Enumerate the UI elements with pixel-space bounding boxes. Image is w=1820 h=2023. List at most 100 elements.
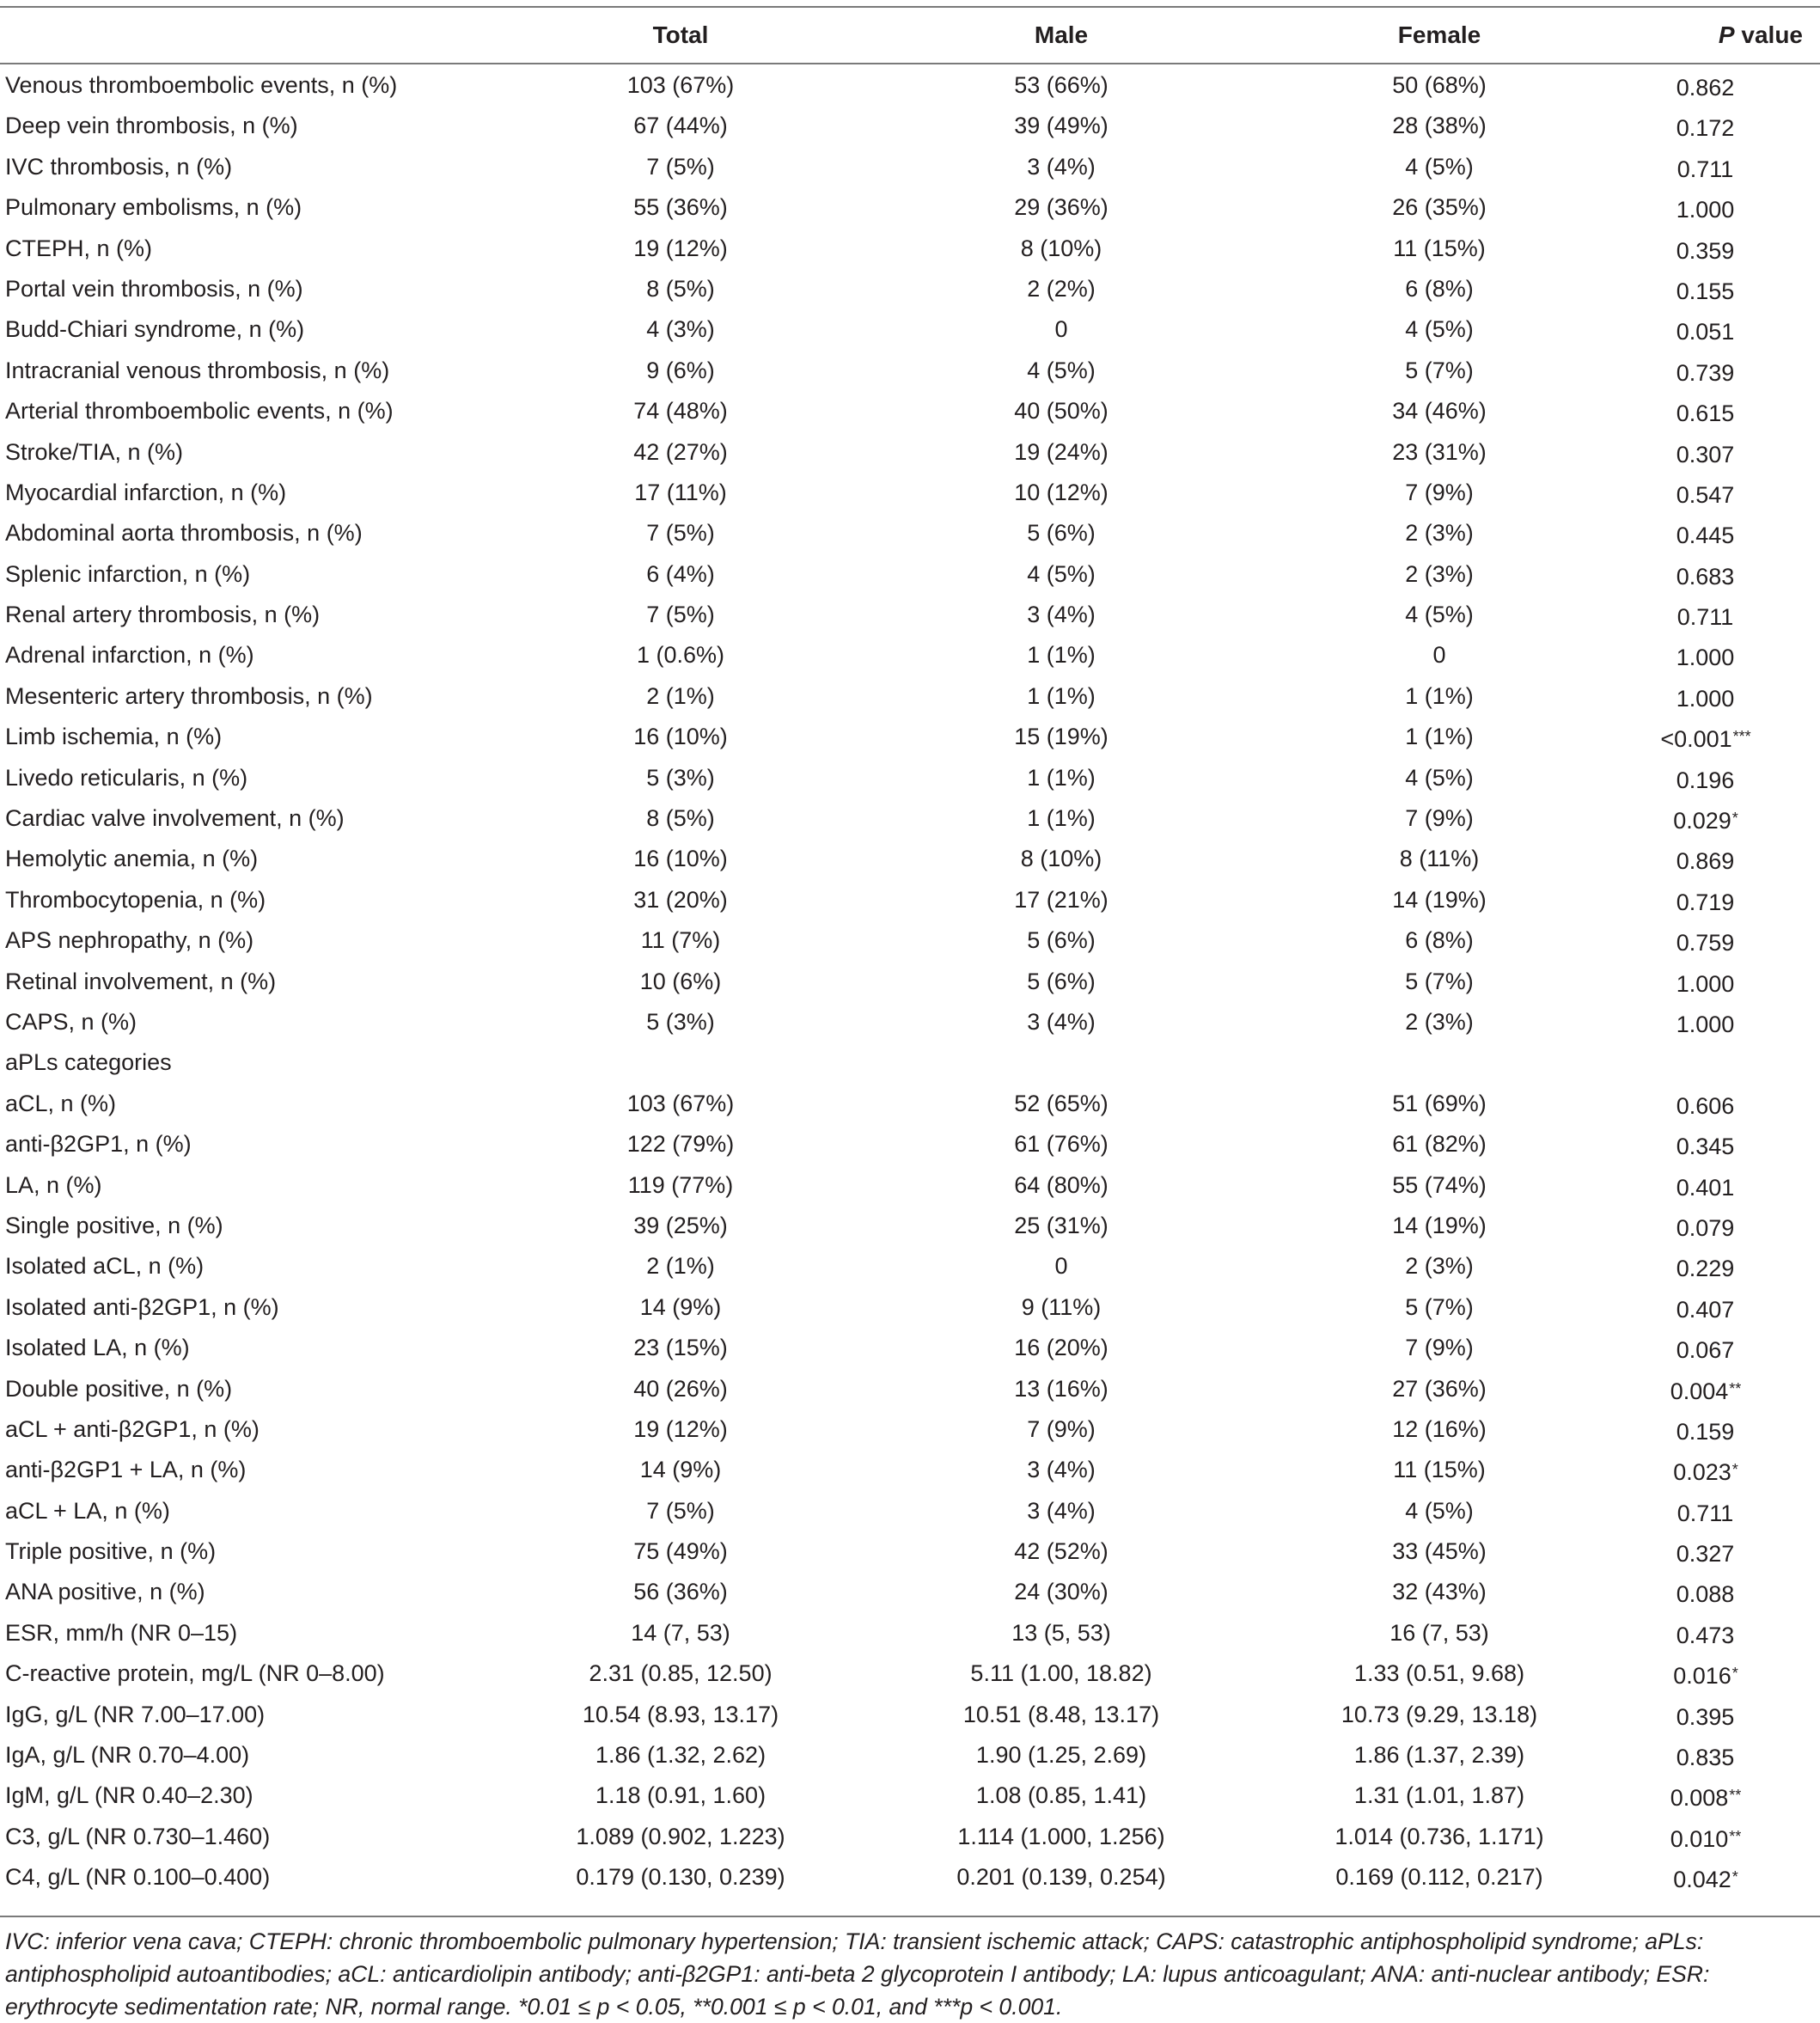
p-value-wrap: 0.862 — [1676, 65, 1736, 108]
cell-male: 3 (4%) — [1027, 1457, 1096, 1483]
table-bottom-rule — [0, 1916, 1820, 1917]
p-value-text: 0.008 — [1670, 1785, 1729, 1812]
p-value-wrap: 0.196 — [1676, 758, 1736, 801]
cell-male: 64 (80%) — [1014, 1171, 1108, 1198]
p-value-wrap: 0.445 — [1676, 513, 1736, 556]
cell-male: 39 (49%) — [1014, 113, 1108, 139]
p-value-text: 0.155 — [1676, 278, 1735, 304]
cell-p-value: 0.683 — [1615, 554, 1796, 595]
row-label: aCL, n (%) — [5, 1090, 117, 1116]
cell-total: 56 (36%) — [633, 1579, 728, 1605]
table-row: Splenic infarction, n (%) 6 (4%) 4 (5%) 2 (… — [0, 554, 1820, 595]
row-label: C3, g/L (NR 0.730–1.460) — [5, 1823, 271, 1849]
row-label: Isolated LA, n (%) — [5, 1335, 190, 1361]
row-label: Mesenteric artery thrombosis, n (%) — [5, 682, 373, 709]
cell-p-value: 0.869 — [1615, 839, 1796, 879]
table-row: Isolated aCL, n (%) 2 (1%) 0 2 (3%) 0.229 — [0, 1246, 1820, 1287]
header-p-rest: value — [1734, 21, 1803, 48]
p-value-wrap: 0.345 — [1676, 1124, 1736, 1167]
p-value-wrap: 1.000 — [1676, 635, 1736, 678]
cell-total: 2 (1%) — [646, 682, 715, 709]
cell-p-value: 0.862 — [1615, 65, 1796, 106]
cell-p-value: 0.079 — [1615, 1206, 1796, 1246]
row-label: anti-β2GP1, n (%) — [5, 1131, 192, 1158]
header-p-italic: P — [1718, 21, 1735, 48]
cell-female: 1.86 (1.37, 2.39) — [1353, 1742, 1525, 1769]
table-row: IgA, g/L (NR 0.70–4.00) 1.86 (1.32, 2.62)… — [0, 1735, 1820, 1775]
cell-female: 1 (1%) — [1405, 682, 1474, 709]
table-row: Arterial thromboembolic events, n (%) 74 … — [0, 391, 1820, 431]
cell-male: 42 (52%) — [1014, 1538, 1108, 1565]
cell-female: 11 (15%) — [1393, 235, 1486, 261]
row-label: Splenic infarction, n (%) — [5, 560, 251, 587]
row-label: Myocardial infarction, n (%) — [5, 479, 287, 505]
cell-total: 8 (5%) — [646, 805, 715, 832]
row-label: ESR, mm/h (NR 0–15) — [5, 1619, 238, 1646]
cell-male: 52 (65%) — [1014, 1090, 1108, 1116]
p-value-text: 0.327 — [1676, 1541, 1735, 1568]
row-label: IgG, g/L (NR 7.00–17.00) — [5, 1701, 266, 1727]
significance-marker: * — [1731, 810, 1738, 828]
cell-total: 5 (3%) — [646, 1008, 715, 1035]
p-value-wrap: 0.088 — [1676, 1572, 1736, 1615]
cell-p-value: 0.345 — [1615, 1124, 1796, 1164]
cell-female: 2 (3%) — [1405, 560, 1474, 587]
cell-female: 33 (45%) — [1392, 1538, 1487, 1565]
p-value-text: 1.000 — [1676, 197, 1735, 223]
p-value-text: 0.088 — [1676, 1581, 1735, 1608]
cell-total: 14 (9%) — [639, 1457, 722, 1483]
cell-male: 5.11 (1.00, 18.82) — [970, 1660, 1152, 1687]
table-row: IgM, g/L (NR 0.40–2.30) 1.18 (0.91, 1.60)… — [0, 1775, 1820, 1816]
row-label: aCL + anti-β2GP1, n (%) — [5, 1415, 260, 1442]
p-value-wrap: 0.051 — [1676, 309, 1736, 352]
table-row: aCL, n (%) 103 (67%) 52 (65%) 51 (69%) 0.606 — [0, 1084, 1820, 1124]
row-label: Limb ischemia, n (%) — [5, 724, 223, 750]
cell-p-value: 0.401 — [1615, 1165, 1796, 1206]
cell-male: 1 (1%) — [1027, 642, 1096, 669]
p-value-wrap: 0.407 — [1676, 1287, 1736, 1330]
p-value-text: 0.835 — [1676, 1745, 1735, 1771]
p-value-text: 0.711 — [1676, 604, 1734, 631]
p-value-text: 1.000 — [1676, 645, 1735, 671]
cell-female — [1267, 1042, 1611, 1083]
cell-total: 10 (6%) — [639, 968, 722, 994]
cell-p-value: 0.711 — [1615, 1491, 1796, 1531]
p-value-text: 0.711 — [1676, 1500, 1734, 1526]
cell-p-value: 0.004** — [1615, 1369, 1796, 1409]
cell-p-value: 0.172 — [1615, 106, 1796, 146]
row-label: Isolated aCL, n (%) — [5, 1253, 205, 1280]
cell-p-value: 0.606 — [1615, 1084, 1796, 1124]
row-label: Retinal involvement, n (%) — [5, 968, 277, 994]
cell-female: 0.169 (0.112, 0.217) — [1335, 1864, 1543, 1891]
p-value-text: 0.862 — [1676, 75, 1735, 101]
header-total: Total — [652, 21, 709, 48]
table-row: ESR, mm/h (NR 0–15) 14 (7, 53) 13 (5, 53) 1… — [0, 1613, 1820, 1653]
cell-total: 7 (5%) — [646, 153, 715, 180]
cell-total: 103 (67%) — [626, 72, 735, 98]
cell-male: 4 (5%) — [1027, 560, 1096, 587]
row-label: CTEPH, n (%) — [5, 235, 153, 261]
cell-female: 6 (8%) — [1405, 275, 1474, 302]
cell-p-value: 0.016* — [1615, 1653, 1796, 1694]
table-header-rule — [0, 63, 1820, 64]
row-label: Triple positive, n (%) — [5, 1538, 217, 1565]
p-value-text: 0.010 — [1670, 1825, 1729, 1852]
cell-p-value: 0.155 — [1615, 269, 1796, 309]
p-value-wrap: 0.172 — [1676, 106, 1736, 149]
p-value-wrap: 0.042* — [1673, 1857, 1738, 1900]
p-value-wrap: 1.000 — [1676, 1002, 1736, 1045]
cell-male: 61 (76%) — [1014, 1131, 1108, 1158]
header-male: Male — [1034, 21, 1089, 48]
cell-total: 14 (9%) — [639, 1293, 722, 1320]
table-row: Deep vein thrombosis, n (%) 67 (44%) 39 (4… — [0, 106, 1820, 146]
cell-p-value: 0.023* — [1615, 1450, 1796, 1490]
p-value-wrap: 0.739 — [1676, 351, 1736, 394]
significance-marker: * — [1731, 1868, 1738, 1886]
row-label: Intracranial venous thrombosis, n (%) — [5, 357, 390, 383]
cell-p-value: 0.067 — [1615, 1328, 1796, 1368]
p-value-text: 0.445 — [1676, 523, 1735, 549]
cell-total: 16 (10%) — [633, 846, 728, 872]
table-row: ANA positive, n (%) 56 (36%) 24 (30%) 32 (4… — [0, 1572, 1820, 1612]
cell-male: 5 (6%) — [1027, 968, 1096, 994]
p-value-wrap: 0.079 — [1676, 1206, 1736, 1249]
